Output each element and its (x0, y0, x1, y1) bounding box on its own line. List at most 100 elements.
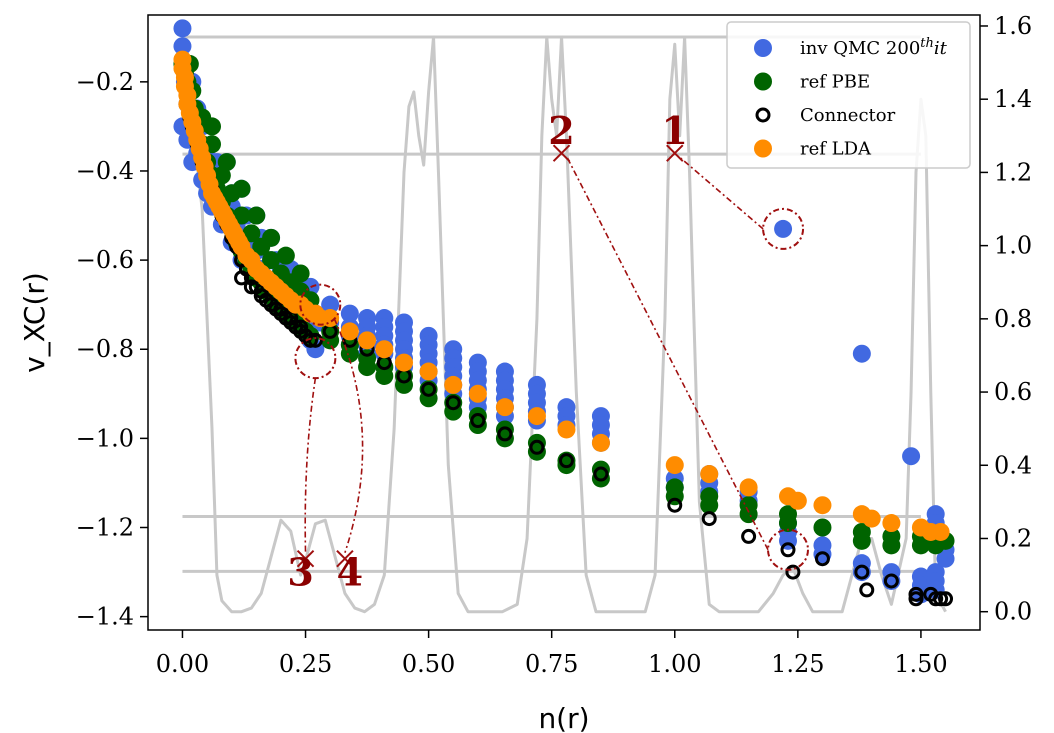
legend-marker (754, 139, 772, 158)
background-density-curve (180, 35, 947, 614)
data-point (445, 395, 461, 411)
data-point (882, 536, 901, 555)
data-point (247, 206, 266, 225)
data-point (243, 279, 259, 295)
axis-layer: 0.00 0.25 0.50 0.75 1.00 1.25 1.50 −1.4 −1.2 −1.0… (76, 12, 1032, 678)
annotation-cross (336, 549, 354, 568)
y2-tick-label: 0.8 (994, 305, 1032, 333)
y2-tick-label: 1.0 (994, 232, 1032, 260)
data-point (788, 491, 807, 510)
data-point (262, 251, 281, 270)
y2-tick-label: 0.0 (994, 598, 1032, 626)
x-tick-label: 0.50 (402, 650, 455, 678)
annotation-circle (299, 283, 342, 326)
legend-marker (754, 72, 772, 91)
annotation-4: 4 (299, 283, 364, 594)
legend-label: Connector (800, 105, 896, 126)
annotation-arrow (566, 157, 769, 551)
data-point (375, 340, 394, 359)
legend-label-tail: it (934, 38, 948, 59)
data-point (854, 564, 870, 580)
annotation-arrow (333, 318, 364, 553)
legend-marker (755, 107, 771, 123)
x-tick-label: 1.25 (771, 650, 824, 678)
x-tick-label: 1.00 (648, 650, 701, 678)
annotation-cross (666, 144, 684, 162)
x-tick-label: 1.50 (894, 650, 947, 678)
data-point (911, 536, 930, 555)
data-point (700, 465, 719, 484)
x-tick-label: 0.25 (279, 650, 332, 678)
data-point (862, 509, 881, 528)
data-point (593, 466, 609, 482)
data-point (774, 219, 793, 238)
data-point (203, 117, 221, 136)
data-point (444, 375, 463, 394)
y-axis-label: v_XC(r) (18, 272, 51, 373)
legend-box (726, 21, 971, 169)
data-point (852, 344, 871, 363)
y2-tick-label: 1.4 (994, 85, 1032, 113)
y2-tick-label: 1.6 (994, 12, 1032, 40)
data-point (495, 398, 514, 417)
annotation-cross (296, 549, 315, 568)
data-point (358, 358, 377, 377)
annotation-number: 1 (662, 108, 688, 153)
plot-frame (147, 14, 981, 631)
y-tick-label: −0.8 (76, 335, 134, 363)
data-point (558, 453, 574, 469)
data-point (859, 582, 875, 598)
data-point (883, 573, 899, 589)
data-point (276, 246, 295, 265)
data-point (527, 407, 546, 426)
data-point (739, 505, 758, 524)
data-point (933, 591, 949, 607)
data-point (291, 264, 310, 283)
data-point (468, 384, 487, 403)
y-tick-label: −0.6 (76, 246, 134, 274)
data-point (557, 420, 576, 439)
legend-label-superscript: th (920, 36, 934, 51)
data-point (340, 322, 359, 341)
annotation-cross (552, 144, 571, 162)
data-point (253, 288, 269, 304)
legend-label: ref PBE (800, 72, 870, 93)
annotation-2: 2 (548, 108, 809, 571)
data-point (813, 496, 832, 515)
data-point (321, 309, 340, 328)
legend-marker (754, 39, 772, 57)
data-point (497, 426, 513, 442)
data-point (173, 19, 192, 38)
data-point (307, 332, 323, 348)
data-point (293, 319, 309, 335)
data-point (591, 433, 610, 452)
data-point (173, 37, 192, 56)
data-point (321, 295, 340, 314)
y2-tick-label: 0.6 (994, 378, 1032, 406)
data-point (882, 514, 901, 533)
y-tick-label: −1.4 (76, 603, 134, 631)
data-point (234, 270, 250, 286)
data-point (230, 233, 249, 252)
data-point (908, 591, 924, 607)
annotation-number: 4 (337, 549, 363, 594)
data-point (419, 362, 438, 381)
data-point (928, 591, 944, 607)
y-tick-label: −0.2 (76, 68, 134, 96)
data-point (375, 366, 394, 385)
data-point (470, 413, 486, 429)
data-point (667, 497, 683, 513)
data-point (852, 531, 871, 550)
data-point (741, 528, 757, 544)
data-point (701, 511, 717, 527)
data-point (779, 514, 797, 533)
data-point (931, 522, 950, 541)
legend-label: ref LDA (800, 139, 872, 160)
data-point (262, 228, 281, 247)
data-point (938, 591, 954, 607)
legend: inv QMC 200thit ref PBE Connector ref LDA (726, 21, 971, 169)
series-3 (173, 50, 950, 541)
data-point (700, 496, 719, 515)
data-point (813, 518, 832, 537)
y2-tick-label: 0.2 (994, 524, 1032, 552)
